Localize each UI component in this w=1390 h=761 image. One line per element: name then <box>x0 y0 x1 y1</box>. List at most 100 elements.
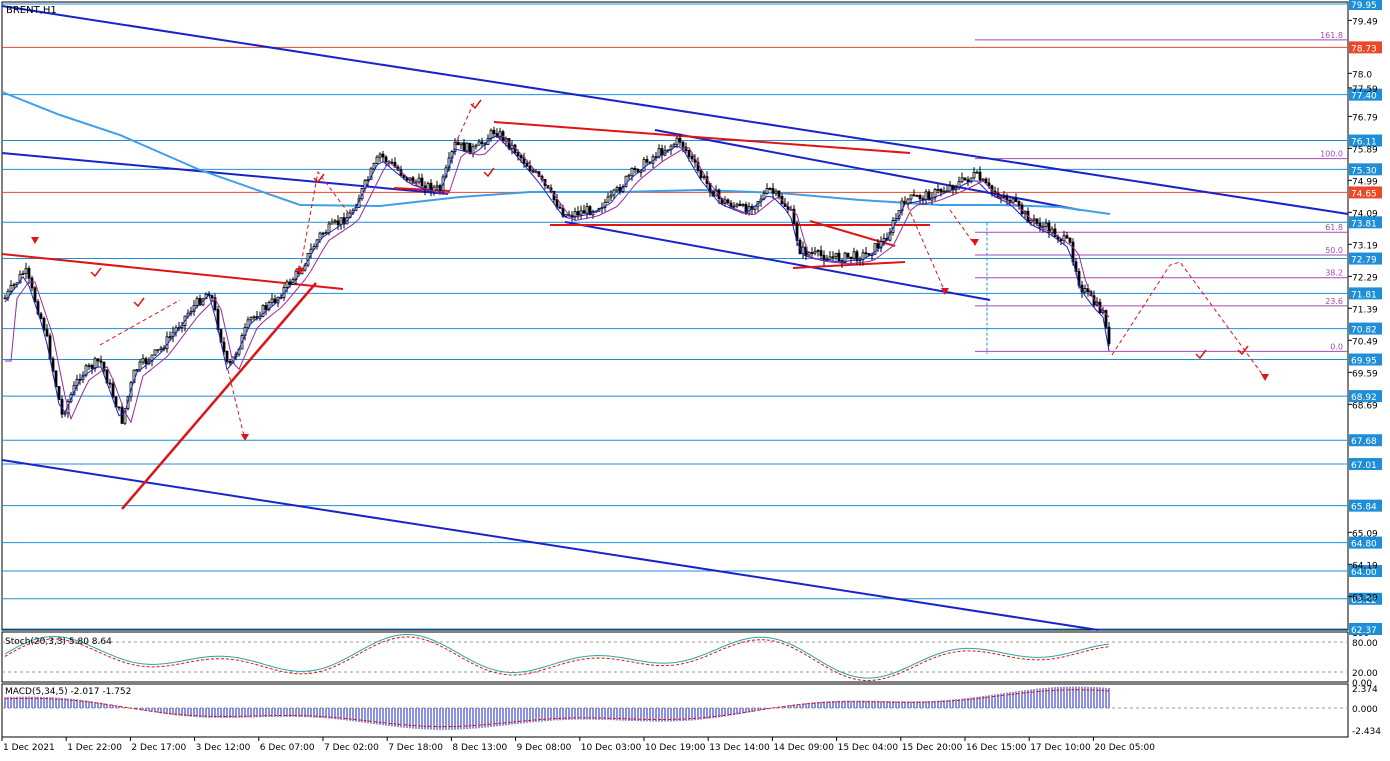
time-tick-label: 14 Dec 09:00 <box>773 743 834 753</box>
candle-body <box>615 187 619 191</box>
candle-body <box>381 153 385 158</box>
projection-line <box>454 99 476 146</box>
candle-body <box>573 211 577 217</box>
fib-level-label: 61.8 <box>1325 223 1343 232</box>
macd-pane <box>1 683 1349 738</box>
candle-body <box>252 316 256 319</box>
time-tick-label: 1 Dec 22:00 <box>67 743 122 753</box>
check-mark <box>90 267 102 278</box>
candle-body <box>654 156 658 159</box>
level-price-label: 77.40 <box>1351 92 1377 102</box>
candle-body <box>678 137 682 143</box>
candle-body <box>108 382 112 385</box>
candle-body <box>132 369 136 384</box>
candle-body <box>576 211 580 216</box>
candle-body <box>912 194 916 197</box>
candle-body <box>726 199 730 204</box>
candle-body <box>3 297 7 300</box>
level-price-tag <box>1349 252 1382 265</box>
candle-body <box>978 171 982 181</box>
time-tick-label: 6 Dec 07:00 <box>260 743 315 753</box>
candle-body <box>477 141 481 146</box>
candle-body <box>42 318 46 331</box>
fib-level-label: 23.6 <box>1325 297 1343 306</box>
candle-body <box>690 156 694 160</box>
candle-body <box>603 201 607 208</box>
candle-body <box>687 150 691 157</box>
candle-body <box>84 365 88 376</box>
candle-body <box>246 319 250 329</box>
candle-body <box>906 198 910 205</box>
candle-body <box>738 203 742 206</box>
stoch-tick-label: 20.00 <box>1352 669 1378 679</box>
candle-body <box>1002 196 1006 199</box>
signal-arrow <box>1261 374 1269 381</box>
candle-body <box>366 178 370 181</box>
candle-body <box>624 175 628 187</box>
level-price-label: 70.82 <box>1351 326 1377 336</box>
channel-lower-line <box>1 459 1099 631</box>
candle-body <box>924 191 928 200</box>
time-tick-label: 7 Dec 18:00 <box>388 743 443 753</box>
candle-body <box>936 189 940 191</box>
price-tick-label: 74.09 <box>1352 209 1378 219</box>
candle-body <box>1011 198 1015 204</box>
stoch-d-line <box>4 636 1110 682</box>
candle-body <box>270 298 274 303</box>
candle-body <box>855 251 859 262</box>
time-tick-label: 10 Dec 19:00 <box>645 743 706 753</box>
level-price-label: 67.01 <box>1351 461 1377 471</box>
candle-body <box>933 189 937 199</box>
candle-body <box>813 250 817 254</box>
candle-body <box>531 170 535 173</box>
candle-body <box>960 177 964 183</box>
candle-body <box>819 250 823 256</box>
level-price-tag <box>1349 0 1382 10</box>
projection-line <box>227 369 246 441</box>
macd-tick-label: 2.374 <box>1352 685 1378 695</box>
fib-level-label: 161.8 <box>1320 31 1343 40</box>
candle-body <box>24 268 28 274</box>
signal-arrow <box>31 237 39 244</box>
candle-body <box>981 178 985 181</box>
level-price-tag <box>1349 216 1382 229</box>
candle-body <box>582 210 586 214</box>
candle-body <box>1038 222 1042 229</box>
candle-body <box>45 329 49 337</box>
level-price-tag <box>1349 41 1382 54</box>
price-tick-label: 73.19 <box>1352 241 1378 251</box>
candle-body <box>141 358 145 363</box>
time-tick-label: 8 Dec 13:00 <box>452 743 507 753</box>
candle-body <box>675 137 679 145</box>
candle-body <box>288 281 292 285</box>
candle-body <box>987 182 991 187</box>
candle-body <box>630 168 634 176</box>
candle-body <box>1047 222 1051 233</box>
candle-body <box>528 165 532 172</box>
stoch-pane <box>1 631 1349 683</box>
candle-body <box>642 159 646 172</box>
level-price-tag <box>1349 322 1382 335</box>
level-price-label: 64.80 <box>1351 540 1377 550</box>
fast-ma-line <box>4 135 1110 417</box>
candle-body <box>1029 219 1033 223</box>
candle-body <box>264 305 268 310</box>
candle-body <box>168 336 172 339</box>
candle-body <box>324 232 328 235</box>
candle-body <box>96 358 100 362</box>
candle-body <box>102 361 106 371</box>
candle-body <box>816 250 820 252</box>
candle-body <box>261 305 265 317</box>
candle-body <box>225 350 229 362</box>
candle-body <box>831 256 835 259</box>
candle-body <box>153 349 157 356</box>
level-price-tag <box>1349 287 1382 300</box>
candle-body <box>579 210 583 216</box>
candle-body <box>741 204 745 206</box>
price-tick-label: 79.49 <box>1352 17 1378 27</box>
candle-body <box>384 156 388 163</box>
candle-body <box>372 163 376 170</box>
candle-body <box>1053 228 1057 237</box>
